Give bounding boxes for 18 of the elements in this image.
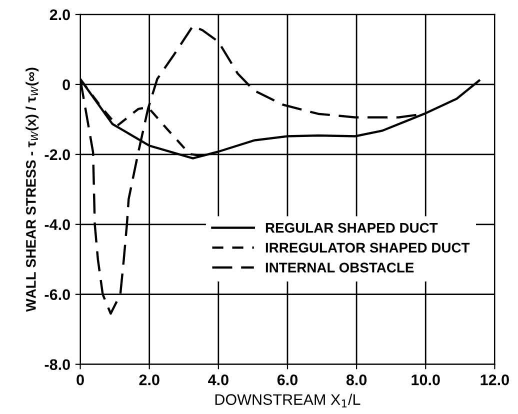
x-tick-label: 10.0 <box>412 374 440 386</box>
y-tick-label: -2.0 <box>44 149 70 160</box>
y-tick-label: 0 <box>62 79 70 90</box>
x-tick-label: 12.0 <box>480 374 509 386</box>
x-axis-title: DOWNSTREAM X$_{1}$/L <box>215 394 360 408</box>
legend-label: REGULAR SHAPED DUCT <box>266 222 438 233</box>
x-tick-label: 0 <box>76 374 84 386</box>
x-tick-label: 4.0 <box>208 374 228 386</box>
y-axis-title: WALL SHEAR STRESS - τ$_{W}$(x) / τ$_{W}$(∞) <box>26 68 39 312</box>
x-tick-label: 8.0 <box>346 374 367 386</box>
y-tick-label: 2.0 <box>50 9 70 20</box>
y-tick-label: -6.0 <box>44 289 70 300</box>
y-tick-label: -8.0 <box>44 359 70 370</box>
x-tick-label: 6.0 <box>277 374 298 386</box>
y-tick-label: -4.0 <box>44 219 70 230</box>
legend-label: INTERNAL OBSTACLE <box>266 262 414 272</box>
legend-label: IRREGULATOR SHAPED DUCT <box>266 242 470 253</box>
x-tick-label: 2.0 <box>139 374 160 386</box>
